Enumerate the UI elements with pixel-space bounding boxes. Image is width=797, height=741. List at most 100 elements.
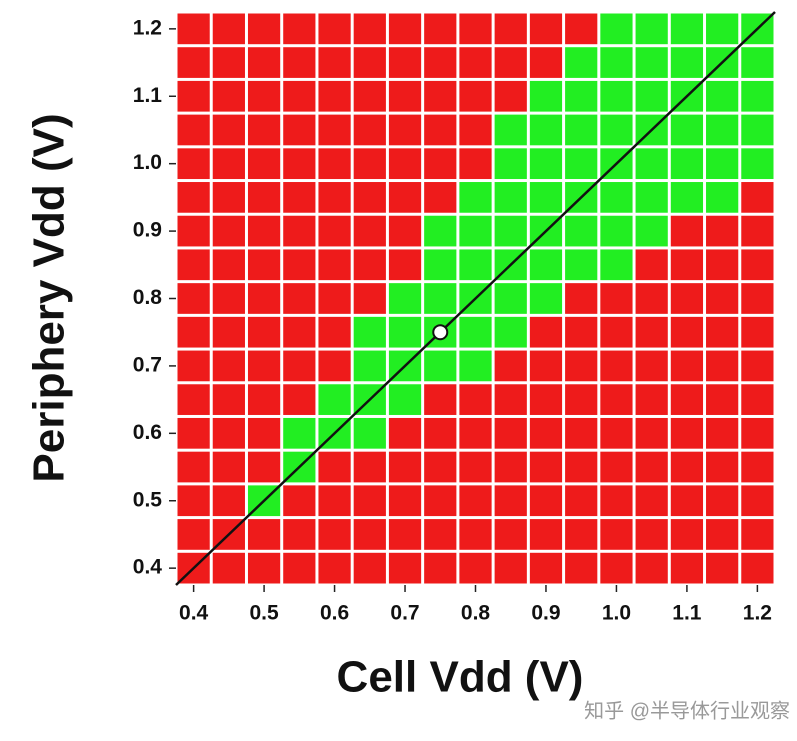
shmoo-cell [247, 80, 281, 112]
y-tick-label: 1.0 [133, 151, 162, 174]
shmoo-cell [600, 451, 633, 483]
shmoo-cell [565, 215, 598, 247]
shmoo-cell [212, 451, 245, 483]
x-tick-label: 0.5 [249, 602, 279, 625]
shmoo-cell [177, 13, 210, 45]
shmoo-cell [670, 283, 704, 314]
shmoo-cell [177, 451, 210, 483]
shmoo-cell [353, 552, 386, 584]
shmoo-cell [318, 519, 351, 550]
shmoo-cell [318, 249, 351, 281]
shmoo-cell [529, 182, 563, 213]
shmoo-cell [565, 249, 598, 281]
shmoo-cell [424, 552, 457, 584]
shmoo-cell [529, 519, 563, 550]
shmoo-cell [706, 451, 739, 483]
shmoo-cell [424, 283, 457, 314]
shmoo-cell [283, 114, 316, 146]
shmoo-cell [670, 215, 704, 247]
shmoo-cell [494, 114, 527, 146]
shmoo-cell [177, 417, 210, 449]
shmoo-cell [283, 249, 316, 281]
shmoo-cell [177, 350, 210, 382]
shmoo-cell [177, 80, 210, 112]
shmoo-cell [388, 485, 422, 517]
shmoo-cell [741, 249, 774, 281]
x-tick-label: 0.4 [179, 602, 209, 625]
shmoo-cell [635, 451, 668, 483]
shmoo-cell [494, 485, 527, 517]
shmoo-cell [212, 350, 245, 382]
shmoo-cell [424, 114, 457, 146]
shmoo-cell [529, 114, 563, 146]
shmoo-cell [247, 552, 281, 584]
shmoo-cell [388, 384, 422, 415]
shmoo-cell [283, 80, 316, 112]
shmoo-cell [635, 182, 668, 213]
shmoo-cell [565, 148, 598, 180]
shmoo-cell [283, 283, 316, 314]
shmoo-cell [635, 47, 668, 78]
shmoo-cell [565, 451, 598, 483]
shmoo-cell [670, 384, 704, 415]
shmoo-cell [529, 485, 563, 517]
shmoo-cell [212, 13, 245, 45]
shmoo-cell [388, 519, 422, 550]
shmoo-cell [247, 182, 281, 213]
x-tick-label: 0.9 [531, 602, 560, 625]
shmoo-cell [529, 148, 563, 180]
shmoo-cell [283, 417, 316, 449]
shmoo-cell [424, 148, 457, 180]
shmoo-cell [741, 485, 774, 517]
shmoo-cell [424, 350, 457, 382]
shmoo-cell [247, 451, 281, 483]
shmoo-cell [706, 13, 739, 45]
shmoo-cell [283, 552, 316, 584]
shmoo-cell [670, 148, 704, 180]
shmoo-cell [670, 485, 704, 517]
shmoo-cell [565, 350, 598, 382]
shmoo-cell [741, 148, 774, 180]
shmoo-cell [177, 215, 210, 247]
shmoo-cell [741, 519, 774, 550]
shmoo-cell [635, 316, 668, 348]
shmoo-cell [706, 552, 739, 584]
shmoo-cell [565, 384, 598, 415]
shmoo-cell [388, 148, 422, 180]
shmoo-cell [318, 384, 351, 415]
shmoo-cell [353, 249, 386, 281]
shmoo-cell [600, 350, 633, 382]
shmoo-cell [565, 316, 598, 348]
shmoo-cell [741, 215, 774, 247]
shmoo-cell [424, 13, 457, 45]
shmoo-cell [177, 283, 210, 314]
shmoo-cell [318, 485, 351, 517]
shmoo-cell [388, 13, 422, 45]
shmoo-cell [494, 519, 527, 550]
x-tick-label: 1.2 [743, 602, 772, 625]
shmoo-cell [600, 215, 633, 247]
shmoo-cell [318, 13, 351, 45]
shmoo-cell [388, 215, 422, 247]
shmoo-cell [424, 519, 457, 550]
shmoo-cell [212, 148, 245, 180]
shmoo-cell [177, 384, 210, 415]
shmoo-cell [459, 519, 492, 550]
shmoo-cell [670, 47, 704, 78]
shmoo-cell [635, 519, 668, 550]
shmoo-cell [600, 80, 633, 112]
shmoo-cell [670, 182, 704, 213]
shmoo-cell [741, 451, 774, 483]
shmoo-cell [283, 182, 316, 213]
shmoo-cell [635, 283, 668, 314]
shmoo-cell [670, 249, 704, 281]
shmoo-cell [388, 552, 422, 584]
shmoo-cell [600, 384, 633, 415]
x-axis-label: Cell Vdd (V) [337, 653, 584, 702]
shmoo-cell [353, 519, 386, 550]
shmoo-cell [388, 249, 422, 281]
shmoo-cell [741, 182, 774, 213]
shmoo-cell [494, 215, 527, 247]
shmoo-cell [388, 47, 422, 78]
